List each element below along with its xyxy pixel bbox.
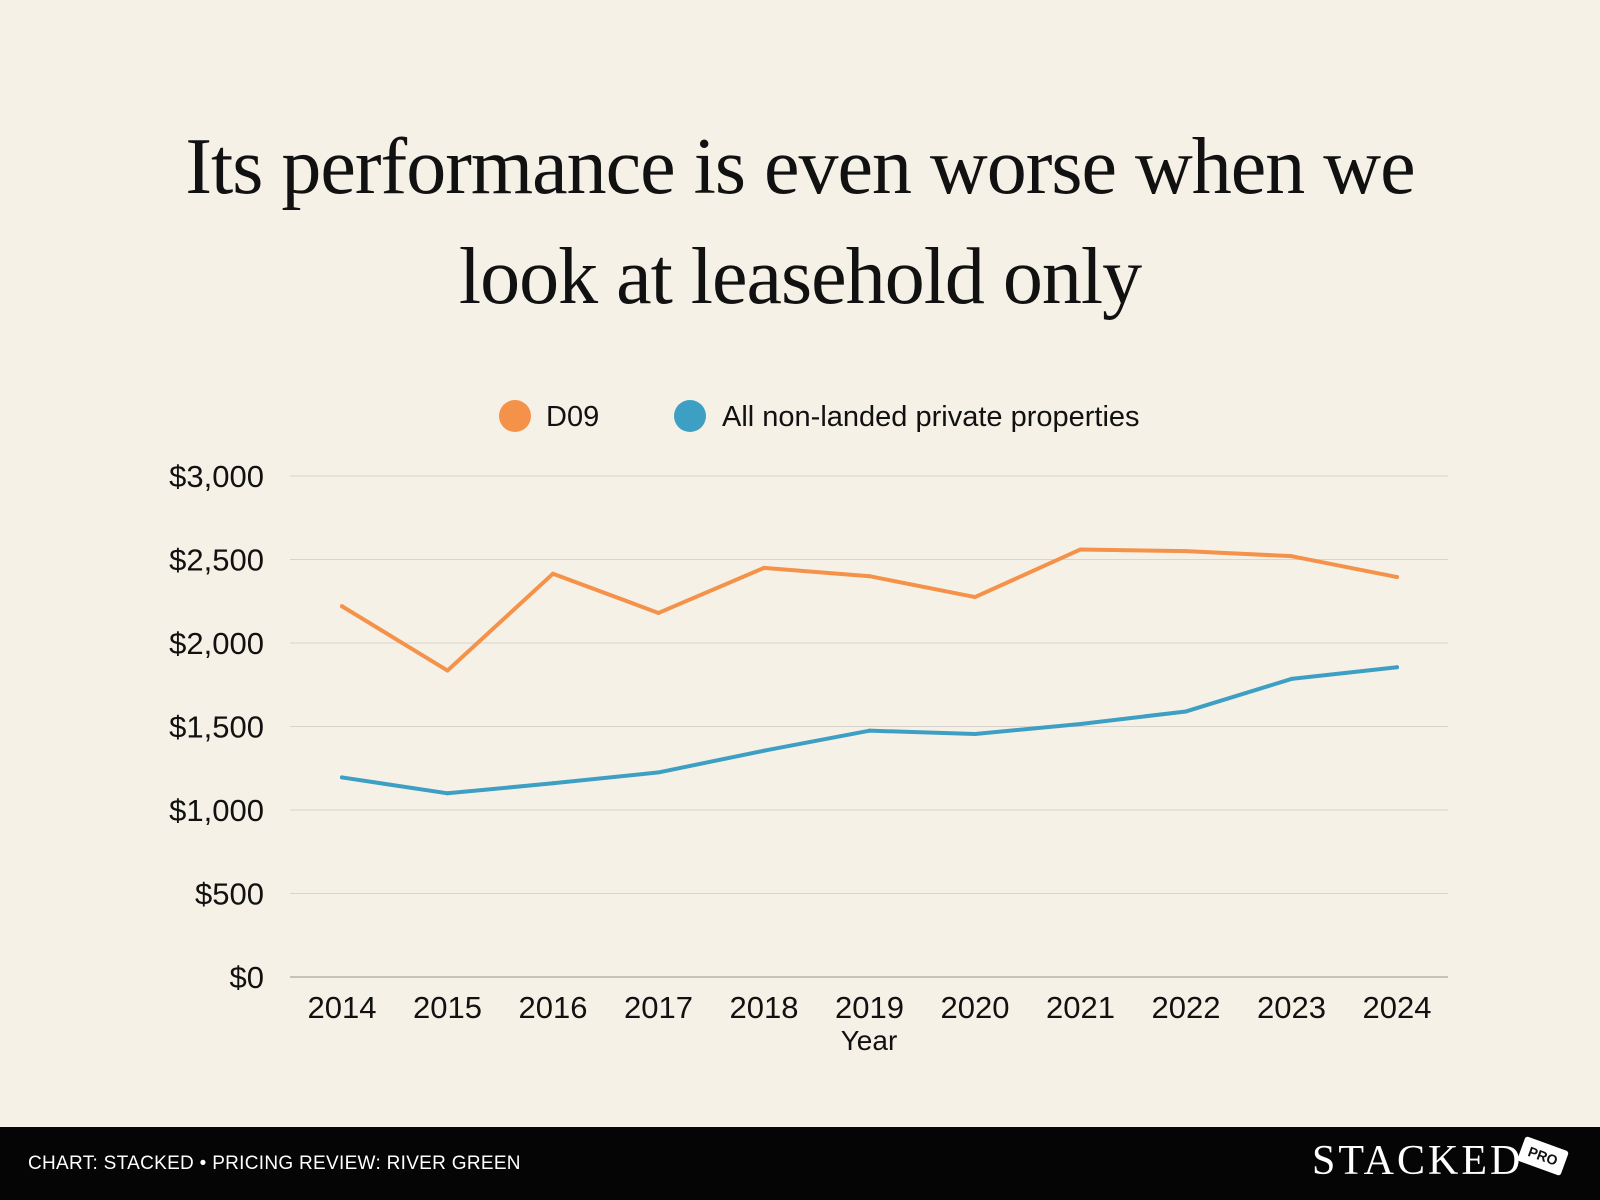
data-point	[445, 791, 450, 796]
x-tick-label: 2018	[730, 990, 799, 1025]
chart-title: Its performance is even worse when we lo…	[0, 112, 1600, 332]
y-tick-label: $3,000	[169, 459, 264, 494]
data-point	[656, 610, 661, 615]
data-point	[867, 574, 872, 579]
data-point	[551, 571, 555, 576]
line-chart: $0 $500 $1,000 $1,500 $2,000 $2,500 $3,000 2014…	[169, 400, 1448, 1056]
y-tick-label: $2,500	[169, 543, 264, 578]
y-tick-label: $500	[195, 877, 264, 912]
x-tick-label: 2023	[1257, 990, 1326, 1025]
data-point	[340, 775, 344, 780]
x-tick-label: 2019	[835, 990, 904, 1025]
data-point	[1184, 709, 1188, 714]
data-point	[867, 728, 872, 733]
x-tick-label: 2022	[1152, 990, 1221, 1025]
data-point	[1078, 721, 1083, 726]
data-point	[973, 732, 977, 737]
chart-title-line-1: Its performance is even worse when we	[185, 123, 1415, 211]
data-point	[656, 770, 661, 775]
data-point	[1289, 554, 1294, 559]
data-point	[1395, 665, 1399, 670]
legend-label: All non-landed private properties	[722, 401, 1140, 433]
x-tick-label: 2017	[624, 990, 693, 1025]
legend-marker	[674, 400, 706, 432]
y-tick-label: $2,000	[169, 626, 264, 661]
data-point	[445, 668, 450, 673]
stacked-logo[interactable]: STACKED	[1312, 1138, 1524, 1184]
data-point	[1078, 547, 1083, 552]
y-tick-label: $1,500	[169, 710, 264, 745]
x-tick-label: 2014	[308, 990, 377, 1025]
data-point	[1184, 549, 1188, 554]
x-axis-label: Year	[841, 1025, 898, 1056]
footer-bar: CHART: STACKED • PRICING REVIEW: RIVER G…	[0, 1127, 1600, 1200]
x-tick-label: 2016	[519, 990, 588, 1025]
x-tick-label: 2015	[413, 990, 482, 1025]
data-point	[551, 781, 555, 786]
chart-title-line-2: look at leasehold only	[458, 233, 1142, 321]
series-line-d09	[340, 547, 1399, 673]
chart-credit: CHART: STACKED • PRICING REVIEW: RIVER G…	[28, 1153, 521, 1174]
data-point	[1289, 676, 1294, 681]
x-tick-label: 2021	[1046, 990, 1115, 1025]
data-point	[340, 604, 344, 609]
x-tick-label: 2020	[941, 990, 1010, 1025]
x-tick-label: 2024	[1363, 990, 1432, 1025]
legend-label: D09	[546, 401, 599, 433]
y-tick-label: $0	[230, 960, 264, 995]
data-point	[1395, 575, 1399, 580]
data-point	[762, 748, 766, 753]
data-point	[762, 565, 766, 570]
y-tick-label: $1,000	[169, 793, 264, 828]
data-point	[973, 595, 977, 600]
legend-marker	[499, 400, 531, 432]
pro-badge: PRO	[1516, 1135, 1570, 1177]
